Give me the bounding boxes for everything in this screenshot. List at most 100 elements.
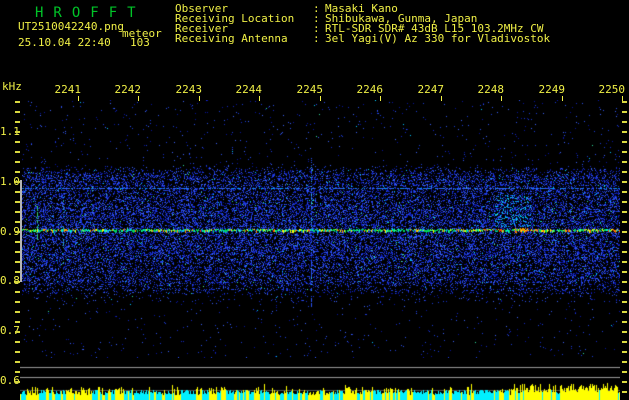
freq-minor-tick-right — [622, 111, 627, 113]
meta-row: Receiving Location: Shibukawa, Gunma, Jap… — [175, 12, 550, 25]
freq-minor-tick-right — [622, 391, 627, 393]
time-tick-label: 2245 — [296, 83, 324, 96]
freq-minor-tick-right — [622, 311, 627, 313]
freq-minor-tick-right — [622, 261, 627, 263]
freq-minor-tick-left — [15, 121, 20, 123]
time-tick-mark — [259, 96, 260, 101]
meta-row: Receiver: RTL-SDR SDR# 43dB L15 103.2MHz … — [175, 22, 550, 35]
freq-minor-tick-right — [622, 301, 627, 303]
freq-minor-tick-right — [622, 161, 627, 163]
freq-minor-tick-left — [15, 131, 20, 133]
freq-minor-tick-right — [622, 361, 627, 363]
filename-label: UT2510042240.png — [18, 20, 124, 33]
meta-value: 3el Yagi(V) Az 330 for Vladivostok — [325, 32, 551, 45]
metadata-block: Observer: Masaki Kano Receiving Location: S… — [175, 2, 551, 45]
freq-minor-tick-right — [622, 351, 627, 353]
time-tick-label: 2246 — [356, 83, 384, 96]
freq-minor-tick-right — [622, 141, 627, 143]
freq-minor-tick-right — [622, 251, 627, 253]
freq-minor-tick-left — [15, 101, 20, 103]
meta-row: Receiving Antenna:3el Yagi(V) Az 330 for… — [175, 32, 551, 45]
meta-colon: : — [313, 2, 320, 15]
freq-minor-tick-left — [15, 361, 20, 363]
freq-minor-tick-left — [15, 231, 20, 233]
station-name-label: meteor — [122, 27, 162, 40]
freq-minor-tick-right — [622, 151, 627, 153]
app-title: HROFFT — [35, 5, 146, 21]
freq-minor-tick-left — [15, 271, 20, 273]
freq-minor-tick-left — [15, 161, 20, 163]
meta-value: Shibukawa, Gunma, Japan — [325, 12, 478, 25]
meta-label: Receiving Antenna — [175, 32, 288, 45]
freq-minor-tick-left — [15, 341, 20, 343]
freq-minor-tick-left — [15, 211, 20, 213]
meta-value: Masaki Kano — [325, 2, 398, 15]
freq-minor-tick-right — [622, 331, 627, 333]
time-tick-mark — [138, 96, 139, 101]
freq-minor-tick-left — [15, 111, 20, 113]
freq-tick-label: 0.6 — [0, 374, 20, 387]
freq-minor-tick-left — [15, 291, 20, 293]
freq-minor-tick-left — [15, 371, 20, 373]
signal-bars-canvas — [20, 360, 620, 400]
time-tick-mark — [380, 96, 381, 101]
meta-row: Observer: Masaki Kano — [175, 2, 550, 15]
freq-minor-tick-left — [15, 241, 20, 243]
freq-minor-tick-right — [622, 271, 627, 273]
time-tick-mark — [78, 96, 79, 101]
freq-unit-label: kHz — [2, 80, 22, 93]
time-tick-mark — [501, 96, 502, 101]
freq-minor-tick-right — [622, 121, 627, 123]
band-extent-marker — [20, 180, 22, 282]
freq-tick-label: 0.7 — [0, 324, 20, 337]
time-tick-mark — [320, 96, 321, 101]
meta-label: Observer — [175, 2, 228, 15]
time-tick-mark — [199, 96, 200, 101]
freq-minor-tick-left — [15, 251, 20, 253]
freq-minor-tick-left — [15, 331, 20, 333]
time-tick-label: 2243 — [175, 83, 203, 96]
freq-minor-tick-right — [622, 291, 627, 293]
meta-label: Receiver — [175, 22, 228, 35]
freq-minor-tick-right — [622, 101, 627, 103]
freq-minor-tick-right — [622, 221, 627, 223]
freq-minor-tick-right — [622, 341, 627, 343]
freq-minor-tick-left — [15, 181, 20, 183]
time-tick-label: 2250 — [598, 83, 626, 96]
freq-minor-tick-right — [622, 281, 627, 283]
freq-minor-tick-right — [622, 231, 627, 233]
freq-minor-tick-right — [622, 371, 627, 373]
freq-tick-label: 0.8 — [0, 274, 20, 287]
meta-label: Receiving Location — [175, 12, 295, 25]
freq-minor-tick-left — [15, 171, 20, 173]
freq-minor-tick-right — [622, 381, 627, 383]
time-tick-label: 2249 — [538, 83, 566, 96]
time-tick-label: 2248 — [477, 83, 505, 96]
freq-minor-tick-right — [622, 131, 627, 133]
freq-minor-tick-right — [622, 201, 627, 203]
time-tick-label: 2242 — [114, 83, 142, 96]
freq-minor-tick-left — [15, 221, 20, 223]
freq-tick-label: 1.0 — [0, 175, 20, 188]
freq-minor-tick-left — [15, 381, 20, 383]
record-count-label: 103 — [130, 36, 150, 49]
freq-minor-tick-right — [622, 171, 627, 173]
meta-colon: : — [313, 32, 320, 45]
freq-tick-label: 1.1 — [0, 125, 20, 138]
freq-minor-tick-right — [622, 321, 627, 323]
freq-minor-tick-right — [622, 181, 627, 183]
spectrogram-canvas — [22, 100, 620, 358]
time-tick-mark — [441, 96, 442, 101]
freq-minor-tick-left — [15, 261, 20, 263]
time-tick-label: 2241 — [54, 83, 82, 96]
meta-value: RTL-SDR SDR# 43dB L15 103.2MHz CW — [325, 22, 544, 35]
meta-colon: : — [313, 12, 320, 25]
time-tick-label: 2247 — [417, 83, 445, 96]
time-tick-label: 2244 — [235, 83, 263, 96]
meta-colon: : — [313, 22, 320, 35]
freq-minor-tick-left — [15, 311, 20, 313]
freq-minor-tick-right — [622, 191, 627, 193]
freq-minor-tick-left — [15, 281, 20, 283]
freq-minor-tick-left — [15, 351, 20, 353]
freq-minor-tick-left — [15, 191, 20, 193]
